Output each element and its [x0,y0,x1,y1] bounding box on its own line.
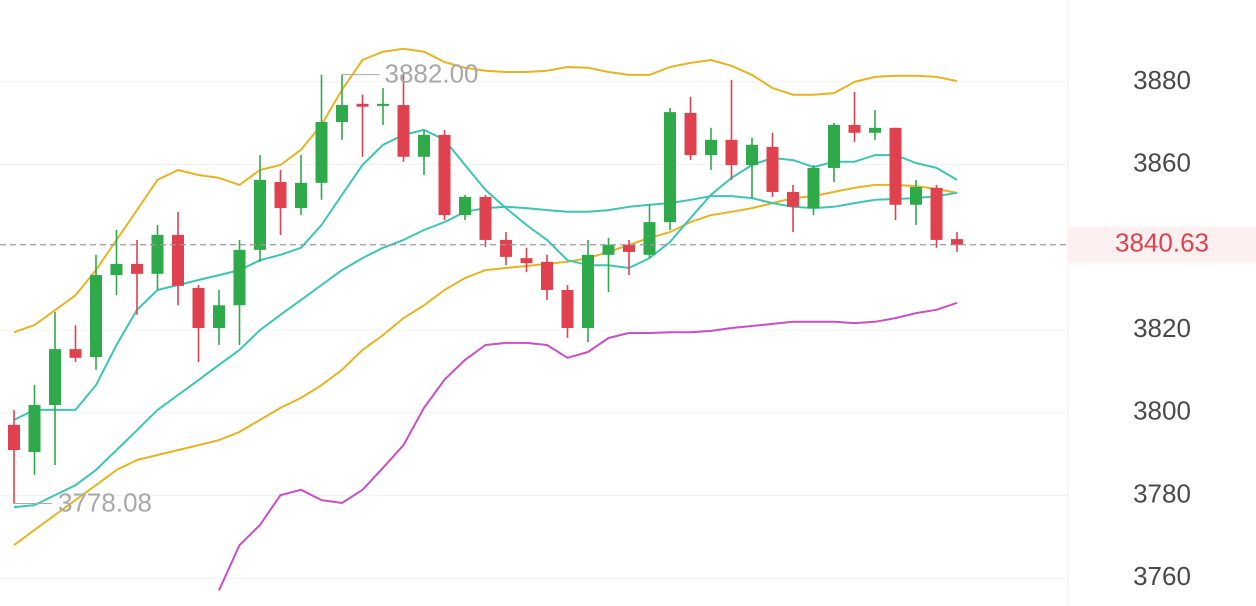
y-tick-label: 3880 [1133,65,1191,95]
candle-body [8,424,20,451]
candle-body [397,105,410,157]
candle-body [684,112,697,156]
y-tick-label: 3800 [1133,396,1191,426]
candle-body [459,196,471,216]
candle-body [151,234,164,274]
candle-body [233,249,246,306]
candle-body [602,244,615,255]
y-tick-label: 3820 [1133,313,1191,343]
candle-body [500,239,512,257]
candle-body [479,196,492,240]
last-price-box [1068,226,1256,263]
indicator-line [13,128,958,421]
last-price-label: 3840.63 [1115,228,1209,258]
candle-body [910,186,922,205]
indicator-line [13,47,958,334]
candle-body [746,144,758,166]
candle-body [356,103,369,107]
candle-body [315,122,328,183]
candle-body [520,258,533,264]
axis-panel [1068,0,1256,606]
candle-body [438,134,451,216]
candle-body [787,191,799,207]
y-tick-label: 3860 [1133,148,1191,178]
candle-body [582,254,594,329]
candle-body [930,187,943,240]
candle-body [807,167,820,209]
candle-body [110,263,123,276]
candle-body [172,234,184,286]
candle-body [254,179,266,250]
candle-body [274,182,287,209]
candle-body [49,349,61,405]
candle-body [69,349,82,358]
y-tick-label: 3760 [1133,561,1191,591]
candle-body [951,239,963,245]
candle-body [418,134,430,157]
candle-body [90,275,102,357]
candle-body [541,261,553,290]
y-tick-label: 3780 [1133,478,1191,508]
candle-body [623,244,635,252]
candle-body [664,112,676,223]
candle-body [336,105,348,123]
candle-body [561,289,574,329]
min-label: 3778.08 [58,487,152,517]
candle-body [295,182,307,209]
max-label: 3882.00 [385,59,479,89]
candle-body [725,139,738,166]
candle-body [643,222,656,255]
candle-body [889,127,902,205]
indicator-line [218,301,958,591]
indicator-line [13,183,958,547]
candle-body [705,139,717,156]
candle-body [28,404,41,453]
candle-body [131,263,143,274]
candle-body [869,127,881,133]
candle-body [377,103,389,106]
candle-body [192,287,205,329]
candle-body [766,146,779,192]
candle-body [828,124,840,168]
candle-body [848,124,861,133]
candle-body [213,305,225,329]
